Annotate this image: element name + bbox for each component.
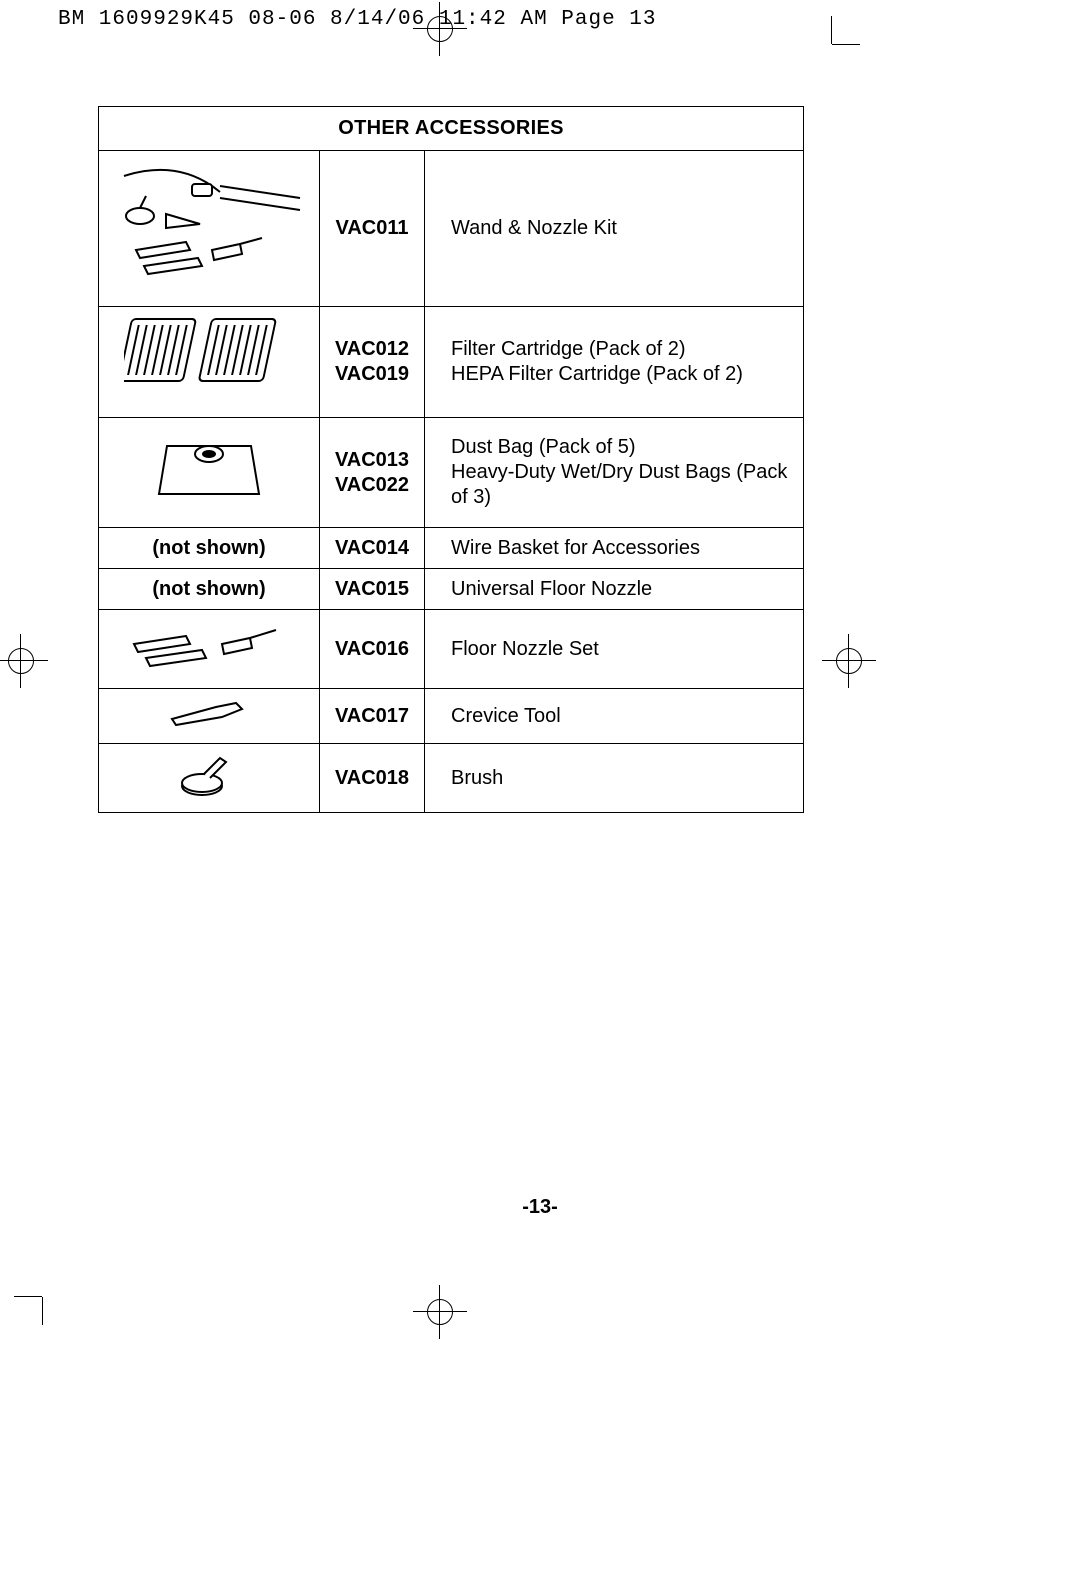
desc-label: Dust Bag (Pack of 5) [451,436,636,458]
dust-bag-icon [149,424,269,516]
code-cell: VAC018 [320,744,425,813]
not-shown-label: (not shown) [152,537,265,559]
crop-top-h-icon [832,44,860,45]
code-cell: VAC016 [320,610,425,689]
code-cell: VAC014 [320,528,425,569]
image-cell [99,307,320,418]
desc-cell: Wire Basket for Accessories [425,528,804,569]
crop-bottom-v-icon [42,1297,43,1325]
image-cell [99,418,320,528]
desc-label: HEPA Filter Cartridge (Pack of 2) [451,363,743,385]
accessories-table: OTHER ACCESSORIES VAC011 [98,106,804,813]
print-slug: BM 1609929K45 08-06 8/14/06 11:42 AM Pag… [58,8,657,31]
desc-cell: Brush [425,744,804,813]
desc-label: Heavy-Duty Wet/Dry Dust Bags (Pack of 3) [451,461,787,508]
image-cell: (not shown) [99,569,320,610]
code-cell: VAC011 [320,151,425,307]
code-label: VAC017 [335,705,409,727]
registration-right-icon [836,648,862,674]
desc-cell: Universal Floor Nozzle [425,569,804,610]
table-row: VAC016 Floor Nozzle Set [99,610,804,689]
desc-cell: Floor Nozzle Set [425,610,804,689]
code-label: VAC014 [335,537,409,559]
desc-cell: Crevice Tool [425,689,804,744]
page: BM 1609929K45 08-06 8/14/06 11:42 AM Pag… [0,0,1080,1591]
crevice-tool-icon [164,689,254,737]
code-label: VAC012 [335,338,409,360]
code-label: VAC019 [335,363,409,385]
desc-label: Filter Cartridge (Pack of 2) [451,338,686,360]
desc-cell: Wand & Nozzle Kit [425,151,804,307]
image-cell [99,689,320,744]
code-label: VAC022 [335,474,409,496]
desc-label: Wand & Nozzle Kit [451,217,617,239]
table-row: VAC017 Crevice Tool [99,689,804,744]
code-label: VAC011 [335,217,408,239]
crop-top-v-icon [831,16,832,44]
not-shown-label: (not shown) [152,578,265,600]
table-row: VAC013 VAC022 Dust Bag (Pack of 5) Heavy… [99,418,804,528]
code-cell: VAC012 VAC019 [320,307,425,418]
code-label: VAC018 [335,767,409,789]
table-row: (not shown) VAC015 Universal Floor Nozzl… [99,569,804,610]
table-header: OTHER ACCESSORIES [99,107,804,151]
desc-label: Wire Basket for Accessories [451,537,700,559]
code-cell: VAC017 [320,689,425,744]
desc-label: Floor Nozzle Set [451,638,599,660]
registration-top-icon [427,16,453,42]
code-cell: VAC015 [320,569,425,610]
table-row: VAC018 Brush [99,744,804,813]
registration-left-icon [8,648,34,674]
wand-kit-icon [114,152,304,300]
desc-label: Universal Floor Nozzle [451,578,652,600]
image-cell [99,151,320,307]
image-cell: (not shown) [99,528,320,569]
desc-cell: Dust Bag (Pack of 5) Heavy-Duty Wet/Dry … [425,418,804,528]
code-label: VAC015 [335,578,409,600]
code-label: VAC013 [335,449,409,471]
crop-bottom-h-icon [14,1296,42,1297]
filter-cartridge-icon [124,307,294,411]
table-row: (not shown) VAC014 Wire Basket for Acces… [99,528,804,569]
page-number: -13- [0,1196,1080,1219]
desc-label: Crevice Tool [451,705,561,727]
desc-label: Brush [451,767,503,789]
registration-bottom-icon [427,1299,453,1325]
table-header-row: OTHER ACCESSORIES [99,107,804,151]
desc-cell: Filter Cartridge (Pack of 2) HEPA Filter… [425,307,804,418]
image-cell [99,610,320,689]
brush-icon [174,744,244,806]
floor-nozzle-set-icon [124,610,294,682]
image-cell [99,744,320,813]
table-row: VAC012 VAC019 Filter Cartridge (Pack of … [99,307,804,418]
table-row: VAC011 Wand & Nozzle Kit [99,151,804,307]
code-cell: VAC013 VAC022 [320,418,425,528]
code-label: VAC016 [335,638,409,660]
